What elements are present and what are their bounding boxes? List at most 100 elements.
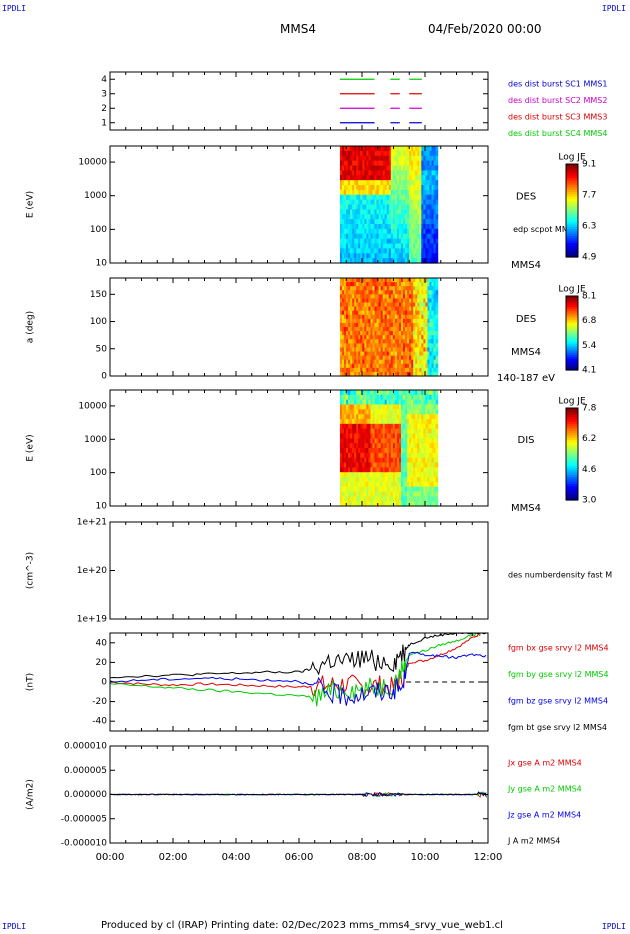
des-energy-cell bbox=[362, 180, 365, 186]
des-pitch-cell bbox=[386, 331, 390, 336]
des-energy-cell bbox=[354, 199, 357, 206]
dis-energy-cell bbox=[423, 491, 426, 497]
dis-energy-cell bbox=[372, 404, 376, 410]
des-pitch-cell bbox=[419, 343, 422, 349]
des-energy-cell bbox=[386, 258, 390, 264]
des-energy-cell bbox=[380, 238, 384, 245]
dis-energy-cell bbox=[407, 496, 410, 502]
des-energy-cell bbox=[417, 238, 420, 245]
des-energy-cell bbox=[384, 204, 388, 210]
des-energy-colorbar-band bbox=[566, 173, 578, 177]
des-energy-cell bbox=[364, 155, 367, 162]
des-pitch-cell bbox=[427, 286, 431, 291]
des-energy-cell bbox=[431, 224, 435, 230]
des-energy-cell bbox=[341, 204, 345, 210]
des-energy-cell bbox=[417, 160, 420, 167]
des-energy-cell bbox=[386, 238, 390, 245]
des-pitch-cell bbox=[390, 322, 394, 328]
des-energy-cell bbox=[411, 228, 414, 235]
des-pitch-cell bbox=[405, 363, 408, 369]
des-pitch-cell bbox=[386, 298, 390, 304]
dis-energy-cell bbox=[405, 404, 408, 410]
fgm-legend-3: fgm bz gse srvy l2 MMS4 bbox=[508, 697, 608, 706]
dis-energy-cell bbox=[415, 448, 418, 454]
des-pitch-cell bbox=[429, 367, 433, 373]
dis-energy-cell bbox=[370, 399, 374, 406]
dis-energy-cell bbox=[407, 409, 410, 415]
dis-energy-cell bbox=[407, 433, 410, 439]
des-pitch-cell bbox=[341, 335, 345, 340]
dis-energy-colorbar-band bbox=[566, 444, 578, 448]
des-energy-cell bbox=[360, 170, 363, 176]
dis-energy-cell bbox=[370, 491, 374, 497]
des-pitch-colorbar-band bbox=[566, 316, 578, 319]
des-pitch-cell bbox=[364, 302, 367, 308]
dis-energy-cell bbox=[341, 496, 345, 502]
des-pitch-cell bbox=[427, 318, 431, 324]
des-pitch-cell bbox=[368, 306, 372, 312]
des-energy-cell bbox=[350, 258, 353, 264]
des-pitch-colorbar-tick: 5.4 bbox=[582, 341, 597, 351]
des-pitch-cell bbox=[362, 302, 365, 308]
des-energy-cell bbox=[348, 219, 351, 225]
des-pitch-cell bbox=[339, 278, 343, 283]
des-energy-cell bbox=[354, 209, 357, 215]
des-energy-cell bbox=[415, 238, 418, 245]
des-pitch-cell bbox=[350, 282, 353, 287]
dis-energy-cell bbox=[419, 423, 422, 430]
dis-energy-cell bbox=[407, 457, 410, 464]
des-pitch-cell bbox=[433, 290, 437, 295]
dis-energy-cell bbox=[388, 477, 392, 483]
des-pitch-cell bbox=[344, 290, 347, 295]
dis-energy-cell bbox=[380, 496, 384, 502]
des-energy-cell bbox=[339, 214, 343, 220]
des-energy-cell bbox=[354, 160, 357, 167]
dis-energy-cell bbox=[388, 486, 392, 493]
des-pitch-cell bbox=[354, 318, 357, 324]
dis-energy-cell bbox=[339, 491, 343, 497]
des-energy-cell bbox=[409, 146, 412, 152]
dis-energy-cell bbox=[390, 467, 394, 473]
dis-energy-cell bbox=[431, 394, 435, 401]
des-energy-cell bbox=[341, 160, 345, 167]
des-pitch-cell bbox=[429, 351, 433, 357]
des-energy-cell bbox=[394, 238, 398, 245]
des-energy-cell bbox=[431, 185, 435, 191]
fgm-series-1 bbox=[109, 632, 481, 698]
dis-energy-cell bbox=[341, 477, 345, 483]
dis-energy-cell bbox=[386, 433, 390, 439]
des-energy-cell bbox=[372, 238, 376, 245]
des-energy-cell bbox=[396, 243, 400, 249]
des-energy-cell bbox=[384, 214, 388, 220]
des-energy-cell bbox=[388, 185, 392, 191]
des-energy-cell bbox=[398, 209, 402, 215]
dis-energy-cell bbox=[360, 394, 363, 401]
des-energy-cell bbox=[370, 194, 374, 201]
des-pitch-cell bbox=[425, 331, 429, 336]
des-pitch-cell bbox=[346, 371, 349, 377]
des-energy-cell bbox=[419, 160, 422, 167]
des-pitch-cell bbox=[358, 343, 361, 349]
des-energy-cell bbox=[360, 233, 363, 240]
des-energy-cell bbox=[346, 233, 349, 240]
des-energy-cell bbox=[370, 180, 374, 186]
des-energy-cell bbox=[364, 204, 367, 210]
des-pitch-cell bbox=[396, 298, 400, 304]
dis-energy-cell bbox=[392, 390, 396, 396]
dis-energy-cell bbox=[339, 399, 343, 406]
des-pitch-cell bbox=[354, 339, 357, 344]
des-energy-cell bbox=[368, 160, 372, 167]
dis-energy-cell bbox=[405, 472, 408, 478]
dis-energy-cell bbox=[407, 501, 410, 507]
dis-energy-cell bbox=[341, 472, 345, 478]
des-pitch-cell bbox=[415, 314, 418, 320]
des-pitch-cell bbox=[358, 351, 361, 357]
des-energy-cell bbox=[384, 209, 388, 215]
dis-energy-cell bbox=[411, 477, 414, 483]
des-energy-cell bbox=[390, 185, 394, 191]
dis-energy-cell bbox=[392, 452, 396, 459]
des-pitch-cell bbox=[411, 298, 414, 304]
des-energy-cell bbox=[354, 224, 357, 230]
dis-energy-cell bbox=[370, 409, 374, 415]
des-pitch-cell bbox=[417, 355, 420, 361]
